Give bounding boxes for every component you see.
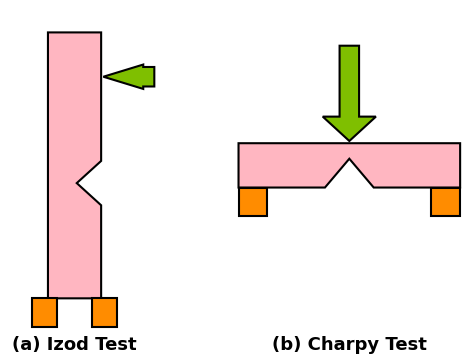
FancyBboxPatch shape: [238, 187, 267, 216]
Text: (a) Izod Test: (a) Izod Test: [12, 336, 137, 354]
FancyBboxPatch shape: [431, 187, 460, 216]
Polygon shape: [48, 32, 101, 298]
Polygon shape: [238, 143, 460, 187]
Text: (b) Charpy Test: (b) Charpy Test: [272, 336, 427, 354]
Polygon shape: [323, 46, 376, 141]
Polygon shape: [103, 65, 155, 89]
FancyBboxPatch shape: [32, 298, 57, 327]
FancyBboxPatch shape: [92, 298, 117, 327]
